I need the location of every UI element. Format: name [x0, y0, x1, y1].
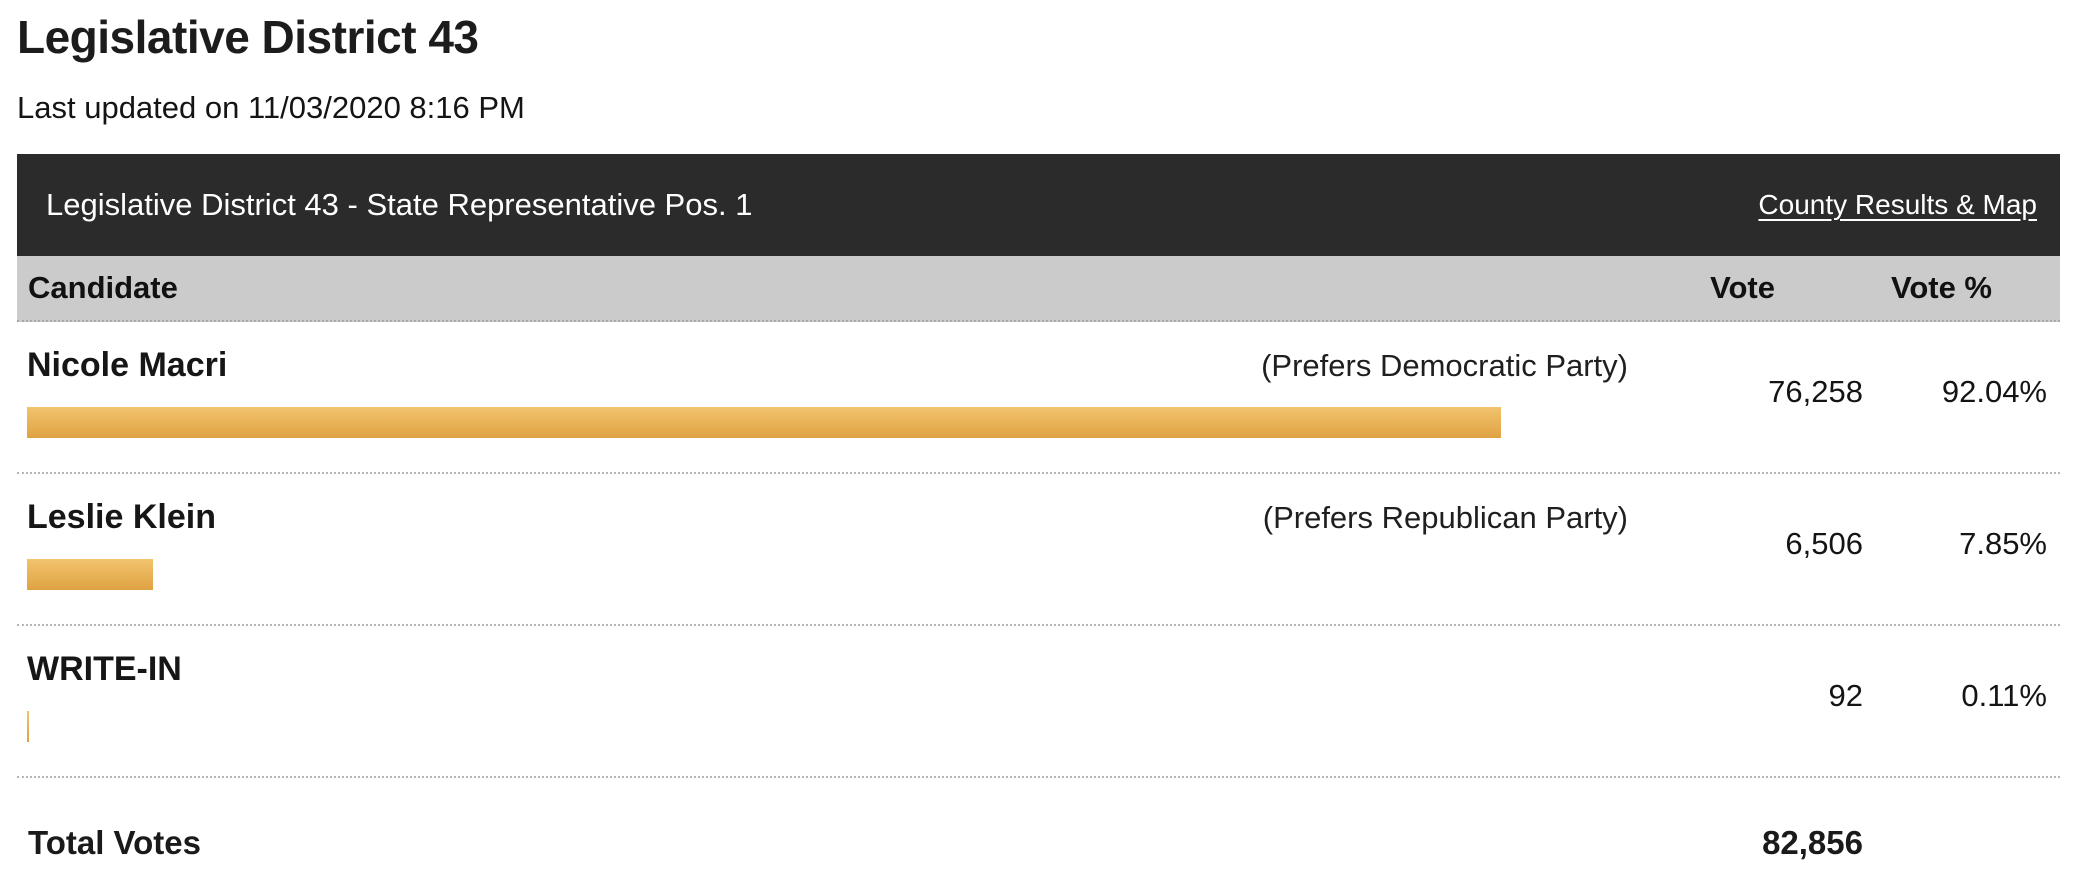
results-row: Leslie Klein (Prefers Republican Party) …: [17, 474, 2060, 626]
last-updated-text: Last updated on 11/03/2020 8:16 PM: [17, 90, 525, 125]
vote-percent: 0.11%: [1961, 678, 2047, 713]
vote-count: 92: [1828, 678, 1863, 713]
total-votes-label: Total Votes: [28, 824, 201, 861]
results-rows: Nicole Macri (Prefers Democratic Party) …: [17, 322, 2060, 778]
vote-bar: [27, 559, 153, 590]
vote-bar: [27, 407, 1501, 438]
total-row: Total Votes 82,856: [17, 778, 2060, 892]
candidate-name: WRITE-IN: [27, 650, 182, 688]
vote-count: 6,506: [1785, 526, 1863, 561]
candidate-cell: Leslie Klein (Prefers Republican Party): [17, 498, 1670, 590]
candidate-name: Leslie Klein: [27, 498, 216, 536]
vote-percent: 92.04%: [1941, 374, 2047, 409]
vote-bar-track: [27, 711, 1628, 742]
total-votes-value: 82,856: [1762, 824, 1863, 861]
candidate-name: Nicole Macri: [27, 346, 228, 384]
vote-count: 76,258: [1768, 374, 1863, 409]
column-header-vote-pct: Vote %: [1890, 270, 1992, 305]
race-title: Legislative District 43 - State Represen…: [46, 187, 753, 222]
county-results-map-link[interactable]: County Results & Map: [1758, 189, 2037, 220]
election-results-page: Legislative District 43 Last updated on …: [0, 10, 2084, 892]
vote-percent: 7.85%: [1959, 526, 2047, 561]
total-row-spacer: [1870, 824, 2060, 862]
column-header-candidate: Candidate: [28, 270, 178, 305]
candidate-cell: Nicole Macri (Prefers Democratic Party): [17, 346, 1670, 438]
race-results-card: Legislative District 43 - State Represen…: [17, 154, 2060, 892]
page-title: Legislative District 43: [17, 11, 479, 63]
results-row: Nicole Macri (Prefers Democratic Party) …: [17, 322, 2060, 474]
vote-bar: [27, 711, 29, 742]
candidate-line: Leslie Klein (Prefers Republican Party): [27, 498, 1628, 537]
party-preference-label: (Prefers Republican Party): [1262, 500, 1628, 535]
party-preference-label: (Prefers Democratic Party): [1261, 348, 1628, 383]
vote-bar-track: [27, 559, 1628, 590]
candidate-line: WRITE-IN: [27, 650, 1628, 689]
candidate-line: Nicole Macri (Prefers Democratic Party): [27, 346, 1628, 385]
column-header-vote: Vote: [1710, 270, 1775, 305]
results-row: WRITE-IN 92 0.11%: [17, 626, 2060, 778]
candidate-cell: WRITE-IN: [17, 650, 1670, 742]
column-header-row: Candidate Vote Vote %: [17, 256, 2060, 322]
vote-bar-track: [27, 407, 1628, 438]
race-header-bar: Legislative District 43 - State Represen…: [17, 154, 2060, 256]
